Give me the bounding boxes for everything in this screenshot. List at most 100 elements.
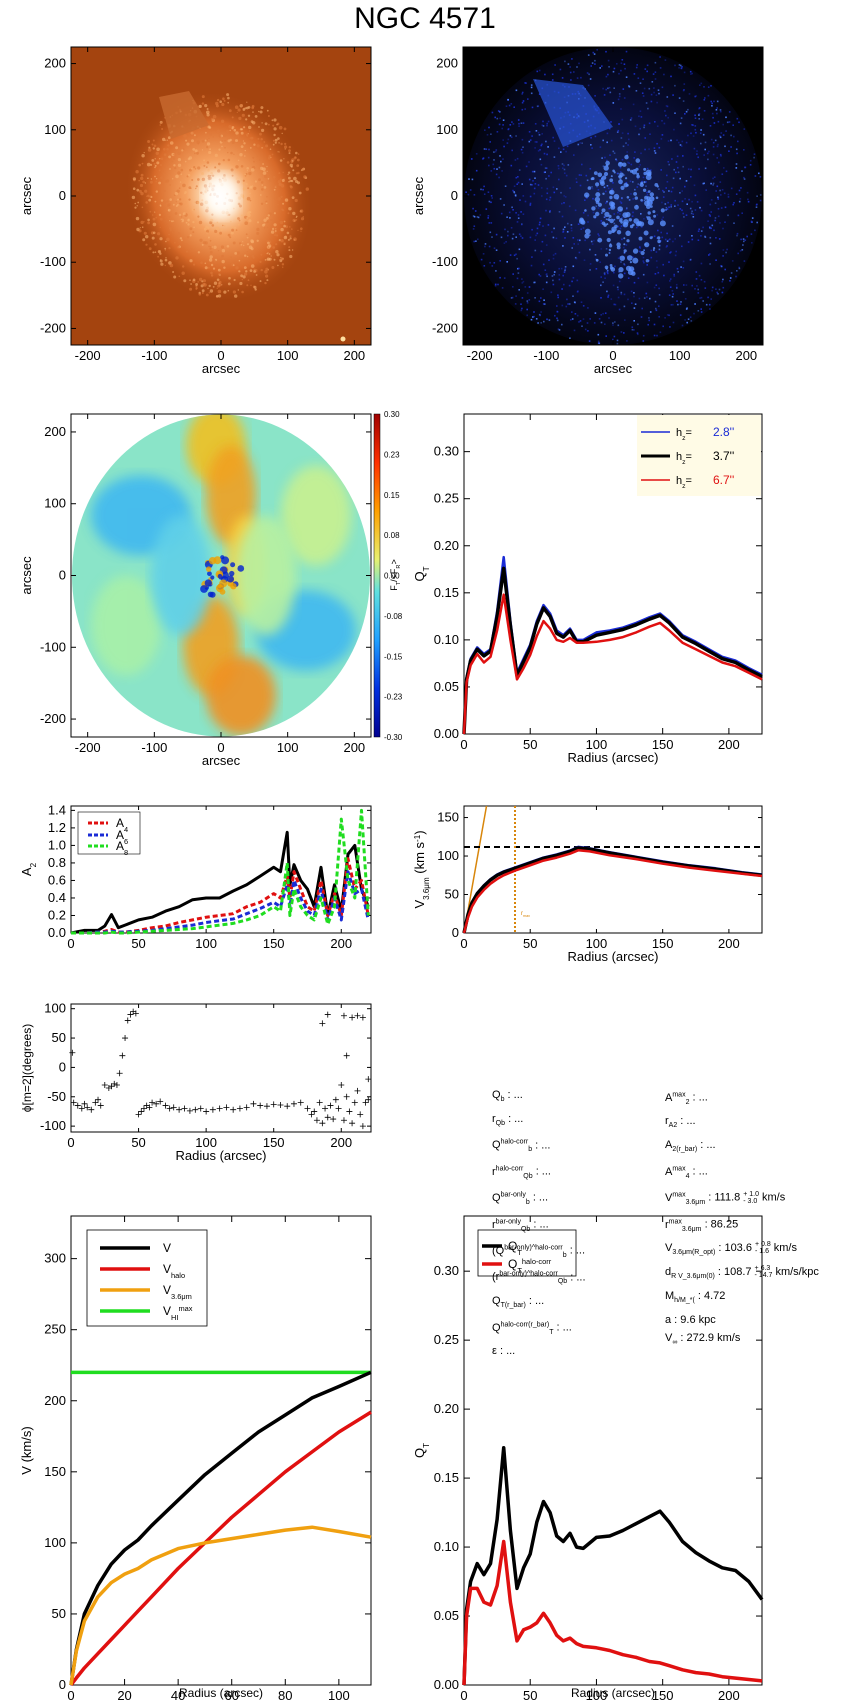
- residual-speck: [682, 89, 685, 92]
- star-speck: [210, 274, 214, 277]
- residual-speck: [718, 238, 721, 240]
- y-tick-label: 0: [59, 568, 66, 583]
- residual-speck: [545, 281, 548, 284]
- star-speck: [178, 202, 181, 205]
- residual-speck: [480, 258, 483, 261]
- residual-speck: [557, 296, 559, 299]
- residual-speck: [541, 240, 544, 243]
- star-speck: [204, 139, 207, 142]
- star-speck: [204, 262, 207, 265]
- residual-speck: [718, 288, 721, 291]
- residual-speck: [513, 254, 516, 257]
- panel-fourier-amplitudes: 0 50 100 150 2000.00.20.40.60.81.01.21.4A2A4…: [19, 802, 372, 951]
- residual-speck: [606, 132, 609, 135]
- residual-speck: [673, 128, 675, 131]
- residual-speck: [689, 207, 692, 210]
- residual-speck: [656, 142, 658, 145]
- residual-speck: [521, 183, 523, 185]
- star-speck: [249, 137, 251, 139]
- residual-speck: [723, 192, 726, 195]
- residual-speck: [498, 166, 501, 169]
- residual-speck: [558, 329, 561, 331]
- star-speck: [233, 226, 237, 229]
- y-tick-label: 0.05: [434, 679, 459, 694]
- spiral-knot: [609, 264, 613, 267]
- residual-speck: [551, 79, 554, 81]
- residual-speck: [564, 60, 566, 63]
- residual-speck: [674, 64, 676, 67]
- star-speck: [218, 148, 221, 151]
- residual-speck: [467, 193, 470, 196]
- param-row: rA2 : ...: [665, 1112, 819, 1136]
- residual-speck: [497, 110, 500, 112]
- residual-speck: [620, 261, 622, 263]
- star-speck: [180, 168, 184, 172]
- residual-speck: [631, 215, 634, 217]
- star-speck: [204, 104, 208, 108]
- residual-speck: [586, 72, 589, 74]
- residual-speck: [735, 275, 737, 278]
- phase-point: [81, 1100, 88, 1107]
- residual-speck: [595, 258, 597, 260]
- residual-speck: [556, 317, 558, 320]
- plot-frame: [70, 805, 372, 934]
- residual-speck: [561, 304, 564, 307]
- residual-speck: [715, 288, 717, 290]
- residual-speck: [562, 228, 565, 231]
- star-speck: [288, 246, 291, 249]
- star-speck: [182, 183, 186, 188]
- param-label: Qhalo-corr(r_bar)T: [492, 1320, 554, 1336]
- residual-speck: [546, 124, 548, 127]
- residual-speck: [542, 303, 545, 305]
- residual-speck: [700, 129, 702, 131]
- star-speck: [246, 255, 249, 258]
- residual-speck: [625, 76, 628, 78]
- x-tick-label: 100: [277, 348, 299, 363]
- residual-speck: [727, 214, 729, 217]
- residual-speck: [664, 59, 667, 61]
- rotation-series-line: [462, 849, 763, 934]
- masked-wedge: [533, 79, 613, 147]
- spiral-knot: [657, 239, 661, 244]
- residual-speck: [491, 265, 494, 267]
- residual-speck: [637, 323, 639, 326]
- residual-speck: [608, 317, 610, 319]
- star-speck: [202, 279, 206, 283]
- amplitude-series-line: [70, 830, 370, 935]
- star-speck: [132, 177, 136, 181]
- star-speck: [240, 193, 244, 198]
- star-speck: [251, 106, 255, 110]
- residual-speck: [597, 207, 600, 209]
- residual-speck: [743, 149, 745, 151]
- star-speck: [166, 200, 169, 203]
- residual-speck: [653, 87, 655, 89]
- residual-speck: [709, 253, 711, 255]
- residual-speck: [705, 189, 707, 191]
- phase-point: [146, 1104, 153, 1111]
- param-row: (rbar-only)^halo-corrQb : ...: [492, 1266, 586, 1292]
- star-speck: [171, 220, 173, 223]
- residual-speck: [617, 129, 620, 132]
- star-speck: [282, 171, 284, 174]
- star-speck: [174, 167, 177, 170]
- star-speck: [246, 236, 249, 239]
- residual-speck: [698, 168, 700, 170]
- residual-speck: [606, 185, 609, 187]
- residual-speck: [680, 117, 683, 119]
- residual-speck: [671, 290, 674, 292]
- y-axis-label: arcsec: [411, 176, 426, 215]
- star-speck: [278, 142, 280, 144]
- x-tick-label: 200: [343, 348, 365, 363]
- residual-speck: [664, 203, 667, 205]
- residual-speck: [743, 240, 745, 243]
- residual-speck: [495, 173, 498, 176]
- residual-speck: [687, 318, 690, 320]
- star-speck: [197, 178, 200, 181]
- residual-speck: [703, 154, 705, 156]
- residual-speck: [670, 75, 672, 78]
- residual-speck: [471, 158, 473, 160]
- phase-point: [124, 1017, 131, 1024]
- star-speck: [200, 261, 203, 265]
- qt-series-line: [462, 555, 763, 735]
- star-speck: [265, 274, 269, 278]
